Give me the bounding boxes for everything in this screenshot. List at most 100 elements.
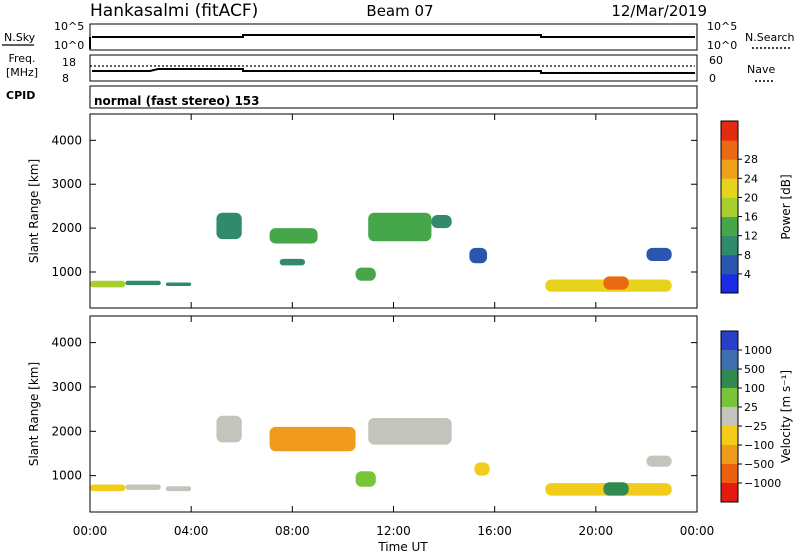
- freq-unit-label: [MHz]: [6, 66, 38, 79]
- power-y-tick-label-1: 2000: [51, 221, 82, 235]
- velocity-colorbar-segment-5: [721, 426, 738, 446]
- velocity-region-1: [125, 484, 161, 490]
- x-tick-label-5: 20:00: [579, 524, 614, 538]
- velocity-colorbar-segment-8: [721, 483, 738, 503]
- velocity-region-7: [474, 462, 490, 476]
- freq-trace: [92, 68, 695, 74]
- velocity-region-10: [646, 455, 672, 467]
- station-title: Hankasalmi (fitACF): [90, 1, 258, 21]
- cpid-panel: [89, 85, 698, 109]
- velocity-colorbar-tick-label-5: −100: [744, 439, 774, 452]
- x-tick-label-1: 04:00: [174, 524, 209, 538]
- power-colorbar-tick-label-0: 4: [744, 268, 751, 281]
- velocity-colorbar-segment-2: [721, 369, 738, 389]
- velocity-colorbar-tick-label-4: −25: [744, 420, 767, 433]
- velocity-region-6: [368, 417, 452, 445]
- velocity-region-5: [355, 471, 376, 487]
- velocity-y-axis-title: Slant Range [km]: [27, 362, 41, 466]
- velocity-panel: 1000 2000 3000 4000 00:00 04:00 08:00 12:00 16:0…: [27, 315, 793, 538]
- cpid-text: normal (fast stereo) 153: [94, 94, 260, 108]
- velocity-colorbar-segment-7: [721, 464, 738, 484]
- power-y-tick-label-3: 4000: [51, 133, 82, 147]
- nsky-label: N.Sky: [4, 31, 36, 44]
- x-tick-label-4: 16:00: [477, 524, 512, 538]
- power-colorbar-tick-label-3: 16: [744, 211, 758, 224]
- velocity-region-2: [165, 486, 192, 492]
- velocity-colorbar-title: Velocity [m s⁻¹]: [779, 370, 793, 463]
- freq-tick-top: 18: [62, 56, 76, 69]
- power-colorbar-title: Power [dB]: [779, 174, 793, 239]
- velocity-colorbar-tick-label-3: 25: [744, 401, 758, 414]
- freq-tick-bottom: 8: [62, 72, 69, 85]
- x-tick-label-2: 08:00: [275, 524, 310, 538]
- power-region-6: [355, 267, 376, 281]
- power-colorbar-tick-label-1: 8: [744, 249, 751, 262]
- power-region-1: [125, 280, 161, 286]
- cpid-label: CPID: [6, 89, 35, 102]
- power-y-tick-label-0: 1000: [51, 265, 82, 279]
- velocity-y-tick-label-1: 2000: [51, 424, 82, 438]
- nave-tick-bottom: 0: [709, 72, 716, 85]
- power-y-axis-title: Slant Range [km]: [27, 159, 41, 263]
- nsearch-tick-top: 10^5: [707, 20, 737, 33]
- velocity-region-9: [603, 482, 629, 496]
- nsky-tick-top: 10^5: [54, 20, 84, 33]
- power-colorbar-frame: [720, 120, 739, 294]
- nave-tick-top: 60: [709, 54, 723, 67]
- power-colorbar-segment-7: [721, 140, 738, 160]
- x-axis-title: Time UT: [377, 540, 428, 554]
- power-region-4: [269, 228, 318, 244]
- velocity-colorbar-segment-4: [721, 407, 738, 427]
- freq-panel: [89, 54, 698, 82]
- velocity-y-tick-label-3: 4000: [51, 336, 82, 350]
- velocity-data-regions: [90, 415, 672, 496]
- power-colorbar-tick-label-2: 12: [744, 230, 758, 243]
- nsky-tick-bottom: 10^0: [54, 39, 84, 52]
- date-title: 12/Mar/2019: [611, 2, 707, 20]
- power-colorbar-segment-6: [721, 159, 738, 179]
- power-colorbar-tick-label-6: 28: [744, 153, 758, 166]
- power-region-0: [90, 280, 126, 288]
- velocity-colorbar-tick-label-2: 100: [744, 382, 765, 395]
- velocity-colorbar-segment-0: [721, 331, 738, 351]
- power-colorbar-segment-0: [721, 273, 738, 294]
- power-region-2: [165, 282, 192, 287]
- power-colorbar-segment-1: [721, 254, 738, 275]
- velocity-region-3: [216, 415, 242, 443]
- velocity-colorbar-tick-label-6: −500: [744, 458, 774, 471]
- velocity-y-tick-label-0: 1000: [51, 469, 82, 483]
- power-colorbar-segment-2: [721, 235, 738, 256]
- velocity-colorbar-frame: [720, 330, 739, 503]
- power-colorbar-tick-label-4: 20: [744, 191, 758, 204]
- power-region-9: [469, 247, 488, 264]
- nave-label: Nave: [747, 63, 775, 76]
- velocity-region-0: [90, 484, 126, 492]
- freq-label: Freq.: [8, 52, 35, 65]
- power-colorbar-segment-8: [721, 121, 738, 141]
- power-region-8: [431, 214, 452, 229]
- power-panel: 1000 2000 3000 4000 Slant Range [km] 4 8 12 16 20…: [27, 113, 793, 309]
- velocity-colorbar-segment-1: [721, 350, 738, 370]
- power-y-tick-label-2: 3000: [51, 177, 82, 191]
- power-region-5: [279, 258, 305, 266]
- power-region-7: [368, 212, 432, 242]
- velocity-y-tick-label-2: 3000: [51, 380, 82, 394]
- power-region-12: [646, 247, 672, 262]
- velocity-frame: [89, 315, 698, 513]
- velocity-colorbar-tick-label-7: −1000: [744, 477, 781, 490]
- power-region-11: [603, 276, 629, 290]
- x-tick-label-0: 00:00: [73, 524, 108, 538]
- power-colorbar-segment-5: [721, 178, 738, 198]
- velocity-colorbar-segment-3: [721, 388, 738, 408]
- x-tick-label-3: 12:00: [376, 524, 411, 538]
- velocity-region-4: [269, 426, 356, 452]
- velocity-colorbar-tick-label-0: 1000: [744, 344, 772, 357]
- nsky-trace: [92, 34, 695, 38]
- x-tick-label-6: 00:00: [680, 524, 715, 538]
- velocity-colorbar-tick-label-1: 500: [744, 363, 765, 376]
- power-data-regions: [90, 212, 672, 292]
- nsearch-tick-bottom: 10^0: [707, 39, 737, 52]
- velocity-colorbar-segment-6: [721, 445, 738, 465]
- beam-title: Beam 07: [366, 2, 433, 20]
- power-region-3: [216, 212, 242, 240]
